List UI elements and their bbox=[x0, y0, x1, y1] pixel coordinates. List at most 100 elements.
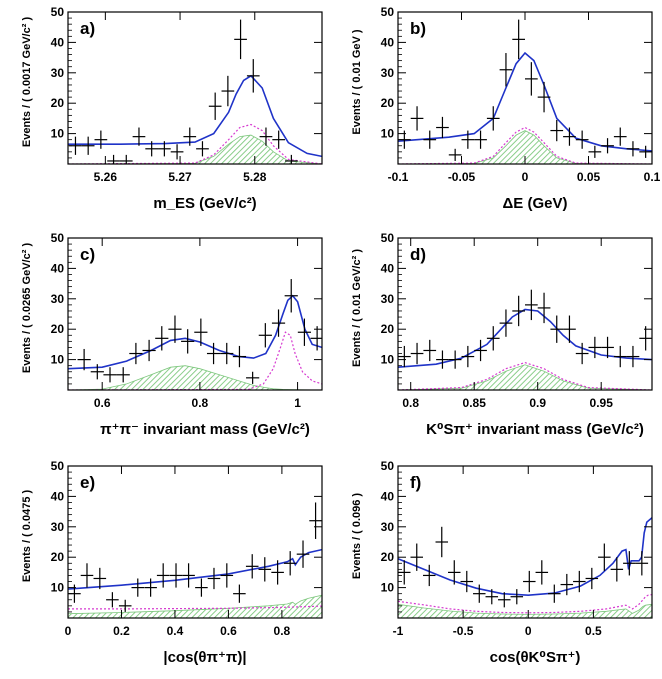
y-tick-label: 20 bbox=[51, 96, 65, 110]
plot-frame bbox=[397, 237, 653, 391]
y-tick-label: 50 bbox=[51, 231, 65, 245]
panel-c: 10 20 30 40 50 0.6 0.8 1 c) Events / ( 0.0265 GeV… bbox=[21, 231, 323, 438]
data-point bbox=[181, 329, 195, 354]
data-point bbox=[131, 578, 145, 597]
x-tick-label: 0.9 bbox=[529, 396, 546, 410]
data-point bbox=[610, 557, 624, 582]
data-point bbox=[563, 315, 576, 343]
data-point bbox=[80, 563, 94, 588]
data-point bbox=[144, 578, 157, 597]
panel-label: a) bbox=[80, 19, 95, 38]
y-tick-label: 10 bbox=[381, 581, 395, 595]
x-tick-label: 5.27 bbox=[168, 170, 192, 184]
data-point bbox=[398, 345, 411, 368]
y-tick-label: 50 bbox=[51, 5, 65, 19]
y-tick-label: 40 bbox=[381, 489, 395, 503]
component-curve-dashed bbox=[398, 126, 652, 164]
panel-e: 10 20 30 40 50 0 0.2 0.4 0.6 0.8 e) Events / ( 0.04… bbox=[21, 459, 323, 666]
data-point bbox=[208, 92, 222, 120]
data-point bbox=[498, 592, 511, 608]
plot-area bbox=[398, 517, 652, 618]
data-point bbox=[423, 130, 437, 149]
data-point bbox=[460, 570, 474, 593]
data-point bbox=[461, 345, 475, 368]
x-tick-label: 0.1 bbox=[644, 170, 661, 184]
data-point bbox=[448, 560, 461, 585]
data-point bbox=[283, 551, 297, 576]
y-tick-label: 30 bbox=[381, 520, 395, 534]
data-point bbox=[550, 119, 564, 142]
plot-area bbox=[68, 19, 322, 164]
data-point bbox=[573, 570, 586, 593]
x-tick-label: 0.4 bbox=[167, 624, 184, 638]
y-axis-label: Events / ( 0.0475 ) bbox=[21, 490, 33, 583]
x-axis-label: cos(θK⁰Sπ⁺) bbox=[490, 649, 581, 666]
data-point bbox=[103, 367, 117, 383]
component-curve-dashed bbox=[398, 361, 652, 390]
y-tick-label: 20 bbox=[51, 322, 65, 336]
data-point bbox=[588, 336, 602, 359]
data-point bbox=[258, 323, 272, 348]
y-axis-label: Events / ( 0.01 GeV/c² ) bbox=[351, 249, 363, 367]
x-tick-label: -0.5 bbox=[453, 624, 474, 638]
data-point bbox=[435, 526, 449, 558]
y-tick-label: 30 bbox=[51, 66, 65, 80]
data-point bbox=[116, 367, 130, 383]
hatched-component-area bbox=[68, 594, 322, 618]
data-point bbox=[626, 141, 640, 157]
data-point bbox=[132, 127, 146, 146]
x-axis-label: m_ES (GeV/c²) bbox=[153, 195, 256, 212]
x-tick-label: 5.28 bbox=[243, 170, 267, 184]
data-point bbox=[598, 543, 611, 571]
y-tick-label: 20 bbox=[381, 322, 395, 336]
panel-label: d) bbox=[410, 245, 426, 264]
data-point bbox=[93, 567, 107, 590]
data-point bbox=[94, 130, 108, 149]
x-tick-label: 0 bbox=[525, 624, 532, 638]
data-point bbox=[284, 279, 298, 313]
x-axis-label: |cos(θπ⁺π)| bbox=[163, 649, 246, 666]
data-point bbox=[563, 127, 576, 146]
total-fit-curve bbox=[68, 548, 322, 590]
y-tick-label: 30 bbox=[51, 292, 65, 306]
x-tick-label: -0.05 bbox=[448, 170, 476, 184]
panel-label: f) bbox=[410, 473, 421, 492]
data-point bbox=[234, 19, 247, 60]
data-point bbox=[245, 554, 259, 579]
plot-frame bbox=[67, 465, 323, 619]
data-point bbox=[523, 570, 536, 593]
data-point bbox=[423, 339, 437, 362]
y-tick-label: 10 bbox=[51, 353, 65, 367]
x-axis-label: π⁺π⁻ invariant mass (GeV/c²) bbox=[100, 421, 310, 438]
data-point bbox=[272, 130, 286, 149]
data-point bbox=[537, 292, 551, 324]
data-point bbox=[296, 540, 310, 568]
y-tick-label: 30 bbox=[381, 292, 395, 306]
data-point bbox=[448, 148, 462, 161]
data-point bbox=[601, 336, 614, 359]
data-point bbox=[537, 81, 551, 113]
data-point bbox=[626, 345, 640, 368]
panel-f: 10 20 30 40 50 -1 -0.5 0 0.5 f) Events / ( 0.096 )… bbox=[351, 459, 653, 666]
data-point bbox=[535, 560, 549, 585]
data-point bbox=[486, 106, 500, 131]
data-point bbox=[461, 130, 475, 149]
data-point bbox=[195, 578, 208, 597]
data-point bbox=[118, 599, 132, 612]
plot-area bbox=[398, 289, 652, 390]
data-point bbox=[474, 130, 487, 149]
data-point bbox=[158, 141, 171, 157]
data-point bbox=[639, 145, 652, 158]
panel-b: 10 20 30 40 50 -0.1 -0.05 0 0.05 0.1 b) Events / ( … bbox=[351, 5, 661, 212]
y-tick-label: 30 bbox=[51, 520, 65, 534]
panel-d: 10 20 30 40 50 0.8 0.85 0.9 0.95 d) Events / ( 0.0… bbox=[351, 231, 653, 438]
y-tick-label: 20 bbox=[381, 96, 395, 110]
component-curve-dashed bbox=[68, 123, 322, 164]
data-point bbox=[623, 551, 636, 576]
x-tick-label: 5.26 bbox=[94, 170, 118, 184]
data-point bbox=[635, 551, 649, 576]
data-point bbox=[285, 154, 298, 164]
x-tick-label: 1 bbox=[294, 396, 301, 410]
data-point bbox=[183, 127, 197, 146]
total-fit-curve bbox=[398, 517, 652, 597]
